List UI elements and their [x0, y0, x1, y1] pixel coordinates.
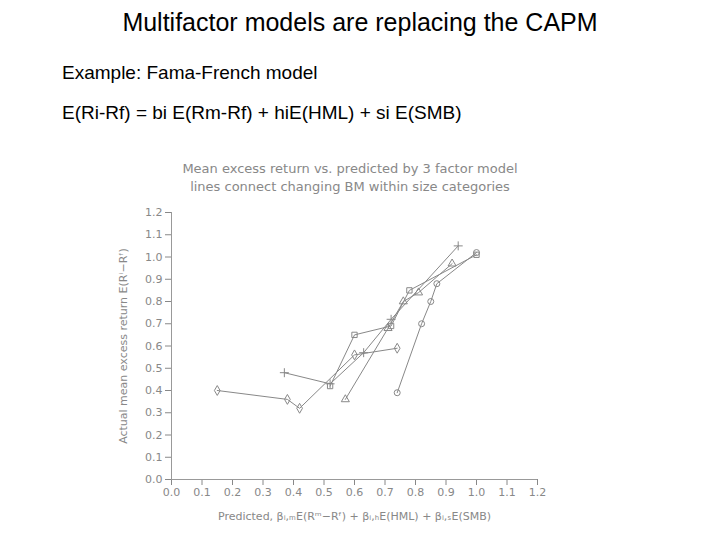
html-text:E(Ri-Rf) = bi E(Rm-Rf) + hiE(H: E(Ri-Rf) = bi E(Rm-Rf) + hiE(HML) + si E… — [62, 102, 462, 123]
svg-text:0.6: 0.6 — [145, 340, 163, 353]
svg-text:0.7: 0.7 — [145, 317, 163, 330]
svg-text:0.8: 0.8 — [407, 486, 425, 499]
svg-text:0.8: 0.8 — [145, 295, 163, 308]
html-text:Mean excess return vs. predict: Mean excess return vs. predicted by 3 fa… — [182, 161, 518, 176]
svg-text:1.0: 1.0 — [468, 486, 486, 499]
svg-text:0.1: 0.1 — [193, 486, 211, 499]
svg-text:0.9: 0.9 — [145, 273, 163, 286]
svg-text:1.1: 1.1 — [145, 228, 163, 241]
svg-text:0.2: 0.2 — [224, 486, 242, 499]
svg-text:0.5: 0.5 — [145, 362, 163, 375]
svg-text:0.2: 0.2 — [145, 429, 163, 442]
svg-text:0.3: 0.3 — [145, 406, 163, 419]
svg-text:1.1: 1.1 — [498, 486, 516, 499]
svg-text:0.4: 0.4 — [285, 486, 303, 499]
html-text:lines connect changing BM with: lines connect changing BM within size ca… — [190, 179, 510, 194]
svg-text:0.1: 0.1 — [145, 451, 163, 464]
svg-text:0.4: 0.4 — [145, 384, 163, 397]
svg-text:1.0: 1.0 — [145, 251, 163, 264]
svg-text:Predicted, βᵢ,ₘE(Rᵐ−Rᶠ) + βᵢ,ₕ: Predicted, βᵢ,ₘE(Rᵐ−Rᶠ) + βᵢ,ₕE(HML) + β… — [218, 510, 491, 523]
svg-text:0.5: 0.5 — [315, 486, 333, 499]
svg-text:0.0: 0.0 — [163, 486, 181, 499]
svg-text:0.7: 0.7 — [376, 486, 394, 499]
html-text:Example: Fama-French model: Example: Fama-French model — [62, 62, 318, 83]
svg-text:0.3: 0.3 — [254, 486, 272, 499]
svg-text:1.2: 1.2 — [529, 486, 547, 499]
svg-text:1.2: 1.2 — [145, 206, 163, 219]
svg-text:0.6: 0.6 — [346, 486, 364, 499]
svg-text:0.0: 0.0 — [145, 473, 163, 486]
html-text:Multifactor models are replaci: Multifactor models are replacing the CAP… — [122, 8, 598, 36]
svg-text:Actual mean excess return E(Rⁱ: Actual mean excess return E(Rⁱ−Rᶠ) — [117, 248, 130, 444]
svg-text:0.9: 0.9 — [437, 486, 455, 499]
